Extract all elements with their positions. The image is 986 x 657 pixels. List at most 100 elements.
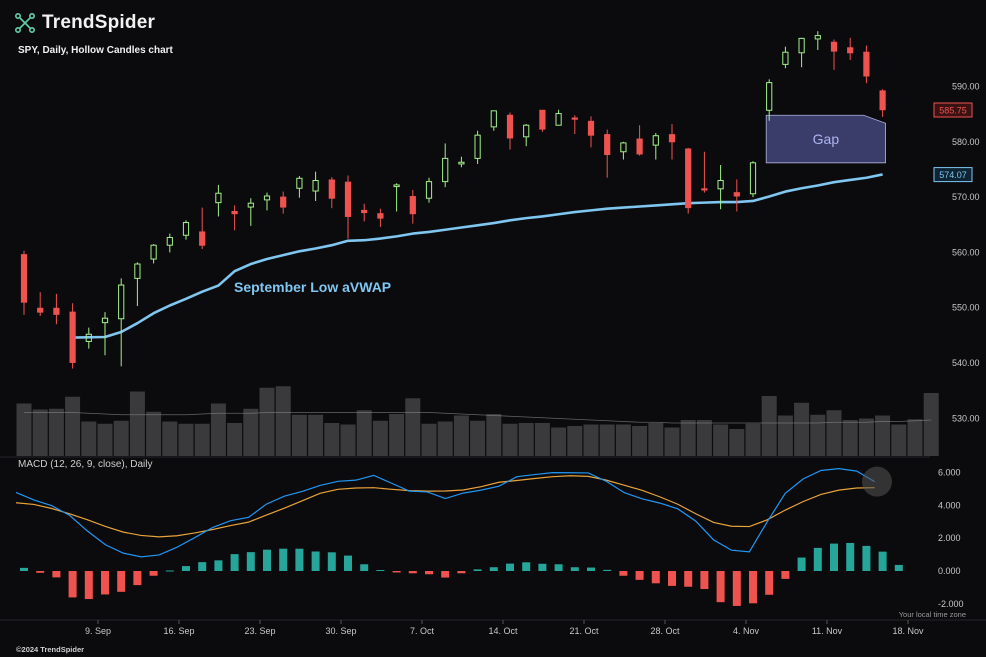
histogram-bar-negative: [133, 571, 142, 586]
histogram-bar-negative: [668, 571, 676, 586]
brand: TrendSpider: [14, 12, 155, 34]
histogram-bar-positive: [214, 560, 223, 571]
candle-up: [458, 161, 465, 165]
volume-bar: [842, 420, 858, 456]
timezone-note[interactable]: Your local time zone: [898, 610, 966, 619]
histogram-bar-positive: [489, 567, 498, 571]
histogram-bar-positive: [603, 569, 612, 571]
vwap-price-box: [933, 167, 973, 183]
candle-down: [701, 188, 708, 191]
candle-up: [425, 181, 433, 199]
candle-up: [749, 162, 757, 195]
candle-up: [312, 180, 319, 192]
candle-up: [620, 142, 627, 153]
histogram-bar-positive: [797, 557, 806, 571]
histogram-bar-positive: [587, 567, 595, 571]
volume-bar: [794, 402, 810, 456]
volume-bar: [583, 424, 599, 456]
x-axis-tick: 9. Sep: [85, 626, 111, 636]
histogram-bar-positive: [570, 567, 579, 571]
candle-up: [182, 222, 190, 236]
histogram-bar-positive: [830, 543, 838, 571]
candle-up: [134, 263, 141, 279]
volume-bar: [648, 423, 664, 456]
candle-up: [101, 317, 109, 324]
histogram-bar-negative: [457, 571, 466, 574]
histogram-bar-positive: [311, 551, 320, 571]
histogram-bar-positive: [360, 564, 369, 571]
candle-up: [555, 113, 562, 126]
x-axis-tick: 11. Nov: [812, 626, 843, 636]
price-axis-tick: 540.00: [952, 358, 980, 368]
histogram-bar-positive: [506, 563, 514, 571]
vwap-annotation: September Low aVWAP: [234, 279, 392, 295]
histogram-bar-positive: [894, 564, 903, 571]
volume-bar: [453, 415, 469, 456]
volume-bar: [486, 414, 502, 456]
candle-up: [118, 284, 125, 320]
volume-bar: [777, 415, 793, 456]
candle-up: [652, 135, 659, 146]
signal-line: [15, 475, 875, 538]
volume-bar: [858, 418, 874, 456]
candle-down: [506, 114, 514, 139]
vwap-price-label: 574.07: [939, 170, 967, 180]
crosshair-dot: [862, 466, 892, 497]
gap-box: [765, 114, 886, 164]
candle-down: [685, 148, 692, 209]
candle-up: [215, 192, 222, 204]
candle-down: [344, 181, 352, 217]
x-axis-tick: 28. Oct: [650, 626, 680, 636]
volume-bar: [210, 403, 226, 456]
histogram-bar-negative: [732, 571, 741, 606]
volume-bar: [81, 421, 97, 456]
histogram-bar-negative: [651, 571, 660, 584]
volume-bar: [567, 426, 583, 456]
candle-down: [231, 210, 238, 215]
volume-bar: [291, 414, 307, 456]
x-axis-tick: 16. Sep: [163, 626, 194, 636]
candle-up: [247, 202, 254, 208]
volume-bar: [761, 396, 777, 456]
price-axis-tick: 550.00: [952, 303, 980, 313]
histogram-bar-positive: [20, 567, 28, 571]
candle-down: [280, 196, 287, 208]
candle-up: [442, 157, 449, 183]
volume-bar: [32, 409, 48, 456]
histogram-bar-negative: [716, 571, 725, 603]
histogram-bar-negative: [36, 571, 45, 573]
volume-bar: [405, 398, 421, 456]
candle-up: [166, 236, 173, 246]
histogram-bar-positive: [182, 566, 190, 571]
histogram-bar-negative: [52, 571, 61, 578]
histogram-bar-positive: [878, 551, 887, 571]
candle-down: [69, 311, 76, 363]
volume-bar: [340, 424, 356, 456]
macd-axis-tick: -2.000: [938, 599, 964, 609]
volume-bar: [713, 424, 729, 456]
histogram-bar-positive: [295, 548, 304, 571]
volume-bar: [923, 393, 939, 456]
candle-down: [636, 138, 643, 155]
candle-up: [150, 244, 157, 260]
x-axis-tick: 14. Oct: [488, 626, 518, 636]
volume-bar: [389, 414, 405, 456]
histogram-bar-negative: [425, 571, 433, 575]
macd-axis-tick: 2.000: [938, 533, 961, 543]
last-price-box: [933, 102, 973, 118]
brand-name: TrendSpider: [42, 12, 156, 33]
volume-bar: [729, 429, 745, 456]
histogram-bar-negative: [84, 571, 93, 600]
volume-bar: [113, 420, 129, 456]
histogram-bar-positive: [327, 552, 336, 571]
histogram-bar-positive: [198, 562, 207, 571]
volume-bar: [599, 424, 615, 456]
histogram-bar-negative: [781, 571, 790, 579]
histogram-bar-negative: [635, 571, 644, 580]
volume-bar: [16, 403, 32, 456]
volume-bar: [891, 424, 907, 456]
x-axis-tick: 30. Sep: [325, 626, 356, 636]
histogram-bar-positive: [473, 569, 482, 571]
chart-title: SPY, Daily, Hollow Candles chart: [18, 45, 173, 56]
